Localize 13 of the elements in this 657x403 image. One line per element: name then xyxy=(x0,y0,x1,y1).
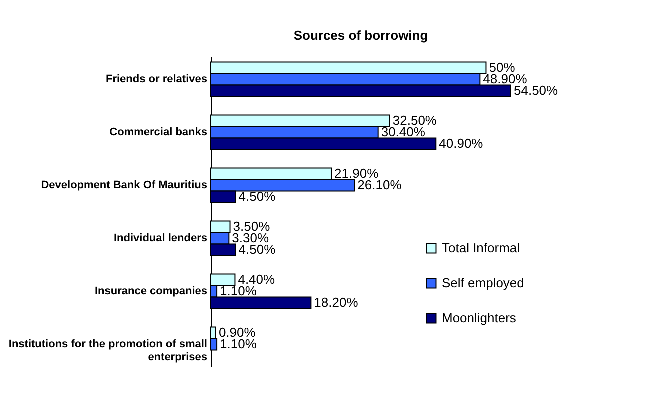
y-tick-label: Commercial banks xyxy=(110,126,208,139)
data-label: 18.20% xyxy=(314,294,359,310)
legend-label: Self employed xyxy=(442,276,524,290)
legend-label: Total Informal xyxy=(442,240,520,256)
legend-label: Moonlighters xyxy=(442,310,517,326)
y-tick-label: Institutions for the promotion of small enterprises xyxy=(8,338,208,364)
data-label: 4.50% xyxy=(238,188,276,204)
data-label: 40.90% xyxy=(439,136,484,151)
y-tick-label: Insurance companies xyxy=(95,285,208,298)
y-tick-label: Friends or relatives xyxy=(106,74,208,86)
y-tick-label: Development Bank Of Mauritius xyxy=(41,180,208,192)
y-tick-label: Individual lenders xyxy=(114,232,208,244)
chart-title: Sources of borrowing xyxy=(294,28,428,43)
